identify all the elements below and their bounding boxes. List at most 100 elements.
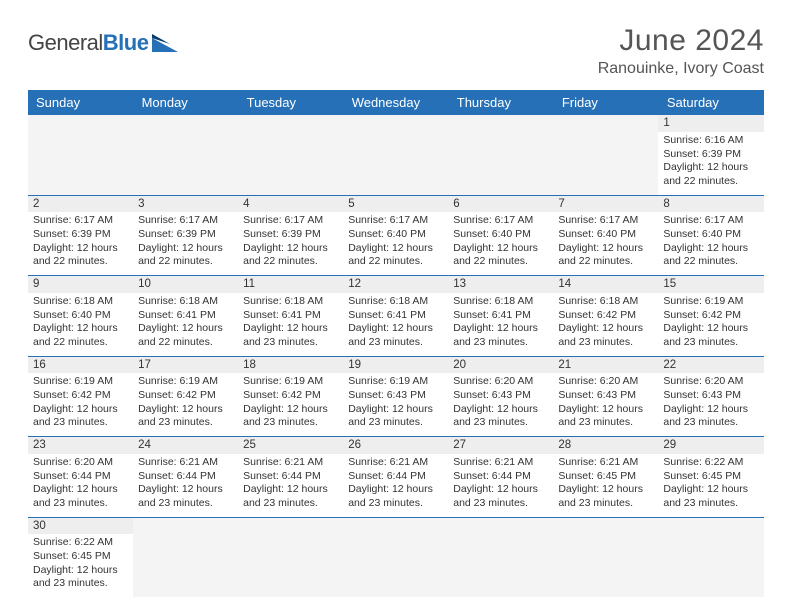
sunrise-line: Sunrise: 6:18 AM — [453, 295, 548, 309]
sunset-line: Sunset: 6:44 PM — [138, 470, 233, 484]
sunrise-line: Sunrise: 6:20 AM — [663, 375, 758, 389]
day-content: Sunrise: 6:20 AMSunset: 6:43 PMDaylight:… — [663, 375, 758, 430]
day-content: Sunrise: 6:19 AMSunset: 6:42 PMDaylight:… — [663, 295, 758, 350]
daylight-line: Daylight: 12 hours and 22 minutes. — [33, 242, 128, 269]
header: GeneralBlue June 2024 Ranouinke, Ivory C… — [28, 24, 764, 78]
sunset-line: Sunset: 6:42 PM — [663, 309, 758, 323]
daylight-line: Daylight: 12 hours and 23 minutes. — [663, 403, 758, 430]
daylight-line: Daylight: 12 hours and 23 minutes. — [33, 564, 128, 591]
calendar-cell: 25Sunrise: 6:21 AMSunset: 6:44 PMDayligh… — [238, 437, 343, 518]
calendar-cell: 12 Sunrise: 6:18 AMSunset: 6:41 PMDayligh… — [343, 276, 448, 357]
daylight-line: Daylight: 12 hours and 23 minutes. — [138, 483, 233, 510]
weekday-header: Sunday — [28, 90, 133, 115]
calendar-cell: 1 Sunrise: 6:16 AMSunset: 6:39 PMDaylight… — [658, 115, 763, 195]
sunset-line: Sunset: 6:45 PM — [663, 470, 758, 484]
sunset-line: Sunset: 6:39 PM — [663, 148, 758, 162]
logo-text-part1: General — [28, 30, 103, 55]
day-content: Sunrise: 6:19 AMSunset: 6:42 PMDaylight:… — [243, 375, 338, 430]
day-content: Sunrise: 6:21 AMSunset: 6:44 PMDaylight:… — [348, 456, 443, 511]
day-number: 24 — [133, 437, 238, 454]
sunrise-line: Sunrise: 6:17 AM — [33, 214, 128, 228]
weekday-row: SundayMondayTuesdayWednesdayThursdayFrid… — [28, 90, 764, 115]
day-content: Sunrise: 6:17 AMSunset: 6:40 PMDaylight:… — [663, 214, 758, 269]
day-content: Sunrise: 6:18 AMSunset: 6:41 PMDaylight:… — [348, 295, 443, 350]
sunrise-line: Sunrise: 6:19 AM — [663, 295, 758, 309]
day-number: 8 — [658, 196, 763, 213]
sunrise-line: Sunrise: 6:18 AM — [33, 295, 128, 309]
calendar-cell: 16Sunrise: 6:19 AMSunset: 6:42 PMDayligh… — [28, 356, 133, 437]
calendar-cell: 15Sunrise: 6:19 AMSunset: 6:42 PMDayligh… — [658, 276, 763, 357]
day-content: Sunrise: 6:21 AMSunset: 6:45 PMDaylight:… — [558, 456, 653, 511]
sunset-line: Sunset: 6:44 PM — [33, 470, 128, 484]
sunrise-line: Sunrise: 6:16 AM — [663, 134, 758, 148]
calendar-cell: 28Sunrise: 6:21 AMSunset: 6:45 PMDayligh… — [553, 437, 658, 518]
daylight-line: Daylight: 12 hours and 23 minutes. — [243, 403, 338, 430]
day-content: Sunrise: 6:19 AMSunset: 6:42 PMDaylight:… — [33, 375, 128, 430]
calendar-cell: 24Sunrise: 6:21 AMSunset: 6:44 PMDayligh… — [133, 437, 238, 518]
calendar-cell — [238, 517, 343, 597]
calendar-cell: 10Sunrise: 6:18 AMSunset: 6:41 PMDayligh… — [133, 276, 238, 357]
daylight-line: Daylight: 12 hours and 22 minutes. — [348, 242, 443, 269]
day-content: Sunrise: 6:20 AMSunset: 6:43 PMDaylight:… — [558, 375, 653, 430]
sunrise-line: Sunrise: 6:18 AM — [348, 295, 443, 309]
day-content: Sunrise: 6:17 AMSunset: 6:39 PMDaylight:… — [243, 214, 338, 269]
sunset-line: Sunset: 6:43 PM — [663, 389, 758, 403]
day-number: 26 — [343, 437, 448, 454]
day-content: Sunrise: 6:22 AMSunset: 6:45 PMDaylight:… — [663, 456, 758, 511]
day-number: 30 — [28, 518, 133, 535]
day-number: 18 — [238, 357, 343, 374]
day-number: 14 — [553, 276, 658, 293]
sunrise-line: Sunrise: 6:17 AM — [558, 214, 653, 228]
day-number: 21 — [553, 357, 658, 374]
daylight-line: Daylight: 12 hours and 23 minutes. — [348, 322, 443, 349]
day-content: Sunrise: 6:16 AMSunset: 6:39 PMDaylight:… — [663, 134, 758, 189]
daylight-line: Daylight: 12 hours and 23 minutes. — [663, 322, 758, 349]
daylight-line: Daylight: 12 hours and 23 minutes. — [558, 483, 653, 510]
sunrise-line: Sunrise: 6:19 AM — [243, 375, 338, 389]
daylight-line: Daylight: 12 hours and 22 minutes. — [663, 161, 758, 188]
sunrise-line: Sunrise: 6:19 AM — [138, 375, 233, 389]
weekday-header: Friday — [553, 90, 658, 115]
daylight-line: Daylight: 12 hours and 22 minutes. — [138, 242, 233, 269]
logo: GeneralBlue — [28, 30, 178, 56]
calendar-cell — [658, 517, 763, 597]
day-number: 12 — [343, 276, 448, 293]
sunset-line: Sunset: 6:40 PM — [453, 228, 548, 242]
calendar-cell — [448, 517, 553, 597]
sunset-line: Sunset: 6:40 PM — [33, 309, 128, 323]
daylight-line: Daylight: 12 hours and 23 minutes. — [243, 322, 338, 349]
sunrise-line: Sunrise: 6:21 AM — [453, 456, 548, 470]
calendar-cell: 2Sunrise: 6:17 AMSunset: 6:39 PMDaylight… — [28, 195, 133, 276]
calendar-cell — [553, 115, 658, 195]
calendar-cell: 18Sunrise: 6:19 AMSunset: 6:42 PMDayligh… — [238, 356, 343, 437]
sunset-line: Sunset: 6:42 PM — [138, 389, 233, 403]
day-number: 19 — [343, 357, 448, 374]
calendar-cell — [343, 517, 448, 597]
calendar-cell — [448, 115, 553, 195]
day-number: 1 — [658, 115, 763, 132]
daylight-line: Daylight: 12 hours and 23 minutes. — [663, 483, 758, 510]
calendar-cell: 29Sunrise: 6:22 AMSunset: 6:45 PMDayligh… — [658, 437, 763, 518]
calendar-cell: 20Sunrise: 6:20 AMSunset: 6:43 PMDayligh… — [448, 356, 553, 437]
day-number: 13 — [448, 276, 553, 293]
daylight-line: Daylight: 12 hours and 23 minutes. — [243, 483, 338, 510]
calendar-cell — [133, 517, 238, 597]
sunrise-line: Sunrise: 6:20 AM — [33, 456, 128, 470]
daylight-line: Daylight: 12 hours and 23 minutes. — [453, 322, 548, 349]
daylight-line: Daylight: 12 hours and 23 minutes. — [453, 403, 548, 430]
calendar-row: 1 Sunrise: 6:16 AMSunset: 6:39 PMDaylight… — [28, 115, 764, 195]
calendar-cell: 9Sunrise: 6:18 AMSunset: 6:40 PMDaylight… — [28, 276, 133, 357]
calendar-cell: 3Sunrise: 6:17 AMSunset: 6:39 PMDaylight… — [133, 195, 238, 276]
calendar-cell: 13Sunrise: 6:18 AMSunset: 6:41 PMDayligh… — [448, 276, 553, 357]
daylight-line: Daylight: 12 hours and 23 minutes. — [33, 483, 128, 510]
sunset-line: Sunset: 6:41 PM — [348, 309, 443, 323]
calendar-head: SundayMondayTuesdayWednesdayThursdayFrid… — [28, 90, 764, 115]
calendar-cell: 7Sunrise: 6:17 AMSunset: 6:40 PMDaylight… — [553, 195, 658, 276]
sunset-line: Sunset: 6:39 PM — [138, 228, 233, 242]
day-content: Sunrise: 6:17 AMSunset: 6:40 PMDaylight:… — [348, 214, 443, 269]
calendar-cell: 19Sunrise: 6:19 AMSunset: 6:43 PMDayligh… — [343, 356, 448, 437]
sunset-line: Sunset: 6:41 PM — [243, 309, 338, 323]
daylight-line: Daylight: 12 hours and 22 minutes. — [453, 242, 548, 269]
sunset-line: Sunset: 6:45 PM — [558, 470, 653, 484]
sunset-line: Sunset: 6:42 PM — [243, 389, 338, 403]
